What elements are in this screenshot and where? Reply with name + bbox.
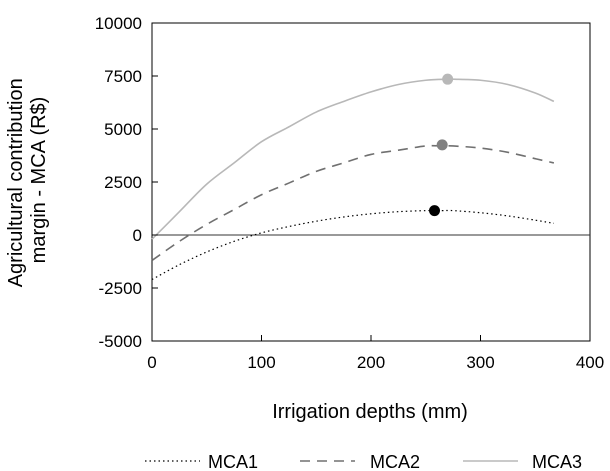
- y-tick-label: 5000: [104, 120, 142, 139]
- x-axis-ticks: 0 100 200 300 400: [147, 335, 604, 372]
- y-tick-label: 2500: [104, 173, 142, 192]
- optimum-point-mca3: [442, 73, 454, 85]
- legend-label-mca1: MCA1: [208, 452, 258, 471]
- y-tick-label: 10000: [95, 14, 142, 33]
- y-axis-title-line-2: margin - MCA (R$): [28, 97, 50, 264]
- series-layer: [151, 78, 555, 281]
- plot-frame: [151, 22, 591, 342]
- legend-label-mca3: MCA3: [532, 452, 582, 471]
- x-axis-title: Irrigation depths (mm): [272, 401, 468, 423]
- x-tick-label: 100: [247, 353, 275, 372]
- y-tick-label: -2500: [99, 279, 142, 298]
- y-tick-label: 0: [133, 226, 142, 245]
- optimum-point-mca2: [436, 139, 448, 151]
- legend-label-mca2: MCA2: [370, 452, 420, 471]
- marker-layer: [429, 73, 454, 217]
- x-tick-label: 0: [147, 353, 156, 372]
- x-tick-label: 200: [357, 353, 385, 372]
- series-line-mca1: [151, 209, 554, 281]
- legend: MCA1 MCA2 MCA3: [145, 452, 582, 471]
- y-axis-title-line-1: Agricultural contribution: [5, 78, 27, 287]
- x-tick-label: 400: [576, 353, 604, 372]
- y-tick-label: 7500: [104, 67, 142, 86]
- y-axis-title: Agricultural contribution margin - MCA (…: [5, 73, 50, 288]
- optimum-point-mca1: [429, 205, 441, 217]
- y-tick-label: -5000: [99, 332, 142, 351]
- series-line-mca3: [151, 78, 555, 240]
- x-tick-label: 300: [466, 353, 494, 372]
- series-line-mca2: [151, 144, 555, 262]
- y-axis-ticks: -5000 -2500 0 2500 5000 7500 10000: [95, 14, 158, 351]
